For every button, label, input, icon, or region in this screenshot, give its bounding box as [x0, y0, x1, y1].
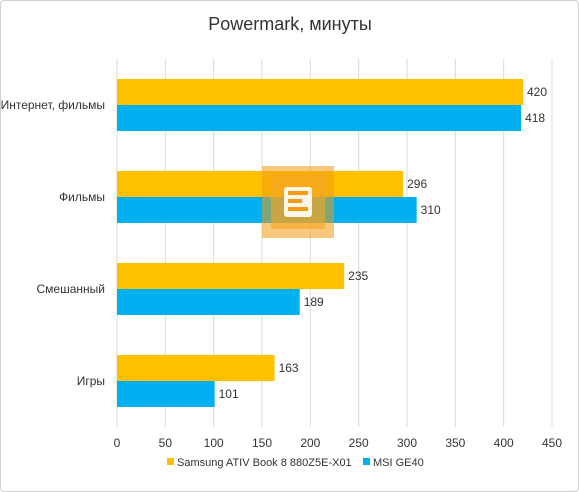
- legend-swatch: [363, 458, 370, 465]
- data-label: 101: [219, 387, 239, 401]
- labels-layer: 0 50 100 150 200 250 300 350 400 450 Интернет, фил…: [1, 85, 562, 450]
- x-tick-label: 300: [397, 436, 417, 450]
- legend-label: MSI GE40: [373, 457, 424, 469]
- legend-label: Samsung ATIV Book 8 880Z5E-X01: [177, 457, 352, 469]
- bar-msi: [117, 105, 522, 131]
- watermark-logo: [262, 166, 334, 238]
- bar-samsung: [117, 79, 523, 105]
- data-label: 189: [304, 295, 324, 309]
- category-label: Фильмы: [59, 190, 105, 204]
- bar-msi: [117, 381, 215, 407]
- x-tick-label: 450: [542, 436, 562, 450]
- x-tick-label: 100: [204, 436, 224, 450]
- legend-swatch: [167, 458, 174, 465]
- x-tick-label: 200: [300, 436, 320, 450]
- data-label: 420: [527, 85, 547, 99]
- bar-msi: [117, 289, 300, 315]
- data-label: 310: [421, 203, 441, 217]
- x-tick-label: 350: [445, 436, 465, 450]
- data-label: 163: [279, 361, 299, 375]
- category-label: Игры: [77, 374, 105, 388]
- bar-samsung: [117, 355, 275, 381]
- category-label: Смешанный: [37, 282, 105, 296]
- x-tick-label: 150: [252, 436, 272, 450]
- bar-samsung: [117, 171, 404, 197]
- data-label: 418: [525, 111, 545, 125]
- x-tick-label: 400: [494, 436, 514, 450]
- data-label: 296: [407, 177, 427, 191]
- bars-layer: [117, 79, 523, 407]
- legend: Samsung ATIV Book 8 880Z5E-X01 MSI GE40: [167, 457, 424, 469]
- x-tick-label: 50: [159, 436, 173, 450]
- category-label: Интернет, фильмы: [1, 98, 105, 112]
- data-label: 235: [348, 269, 368, 283]
- bar-samsung: [117, 263, 345, 289]
- x-tick-label: 250: [349, 436, 369, 450]
- chart-title: Powermark, минуты: [208, 14, 372, 34]
- x-tick-label: 0: [114, 436, 121, 450]
